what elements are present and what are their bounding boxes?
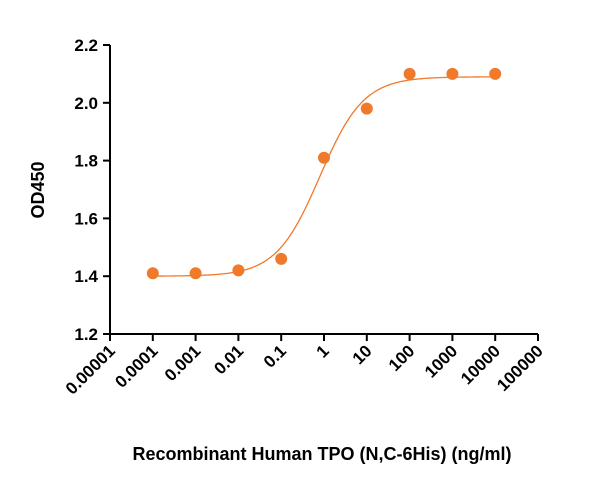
y-axis-title: OD450 — [28, 161, 48, 218]
data-point — [189, 267, 202, 280]
y-tick-label: 2.0 — [74, 94, 98, 113]
x-axis-title: Recombinant Human TPO (N,C-6His) (ng/ml) — [132, 444, 511, 464]
data-point — [318, 151, 330, 164]
data-point — [275, 252, 288, 265]
x-tick-label: 10 — [349, 341, 376, 368]
x-tick-label: 0.00001 — [62, 341, 119, 398]
x-tick-label: 100 — [385, 341, 418, 374]
y-tick-label: 1.4 — [74, 267, 98, 286]
y-tick-label: 1.6 — [74, 209, 98, 228]
x-tick-label: 100000 — [493, 341, 547, 395]
data-point — [446, 67, 459, 80]
x-tick-label: 0.0001 — [111, 341, 161, 391]
y-tick-label: 2.2 — [74, 36, 98, 55]
data-point — [403, 67, 416, 80]
x-tick-label: 0.001 — [161, 341, 205, 385]
x-tick-label: 0.01 — [210, 341, 247, 378]
y-tick-label: 1.2 — [74, 325, 98, 344]
data-point — [360, 102, 373, 115]
data-point — [489, 67, 502, 80]
data-points-layer — [146, 67, 502, 280]
data-point — [232, 264, 245, 277]
fit-curve-layer — [152, 76, 496, 277]
x-tick-label: 1 — [313, 341, 333, 361]
x-tick-label: 1000 — [421, 341, 461, 381]
x-tick-label: 0.1 — [260, 341, 290, 371]
y-tick-label: 1.8 — [74, 152, 98, 171]
fit-curve-line — [152, 76, 496, 277]
data-point — [146, 267, 159, 280]
